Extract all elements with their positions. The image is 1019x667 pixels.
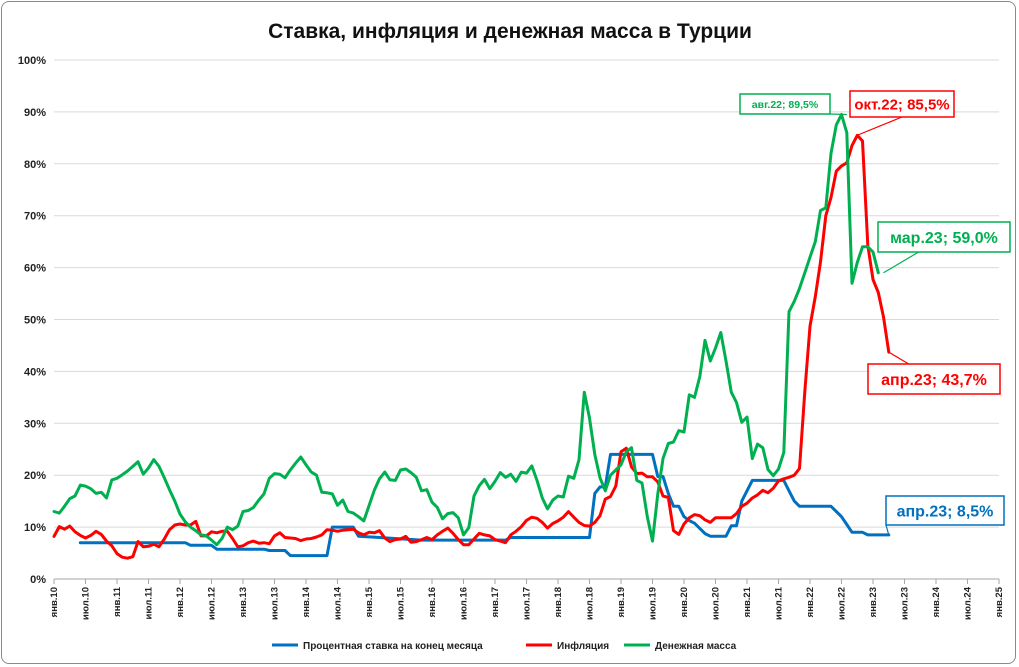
series-lines	[52, 113, 891, 560]
y-tick-label: 10%	[24, 522, 46, 534]
legend: Процентная ставка на конец месяца Инфляци…	[272, 640, 737, 652]
x-tick-label: янв.19	[616, 587, 627, 617]
x-tick-label: янв.18	[553, 587, 564, 617]
x-tick-label: янв.16	[427, 587, 438, 617]
x-tick-label: июл.17	[522, 587, 533, 620]
x-tick-label: янв.17	[490, 587, 501, 617]
x-tick-label: июл.16	[459, 587, 470, 620]
x-tick-label: янв.12	[175, 587, 186, 617]
y-tick-label: 80%	[24, 159, 46, 171]
x-tick-label: янв.15	[364, 586, 375, 617]
callout-box	[739, 93, 831, 115]
x-tick-label: июл.24	[963, 586, 974, 620]
y-tick-label: 70%	[24, 211, 46, 223]
x-tick-label: янв.22	[805, 587, 816, 617]
x-tick-label: янв.24	[931, 586, 942, 617]
y-tick-label: 20%	[24, 470, 46, 482]
x-tick-label: июл.23	[900, 587, 911, 620]
legend-label: Денежная масса	[655, 641, 737, 652]
x-tick-label: янв.13	[238, 587, 249, 617]
x-tick-label: июл.22	[837, 587, 848, 620]
y-tick-label: 30%	[24, 418, 46, 430]
chart-title: Ставка, инфляция и денежная масса в Турц…	[268, 20, 752, 43]
x-axis-ticks: янв.10 июл.10 янв.11 июл.11 янв.12 июл.12 янв.…	[49, 586, 1005, 620]
legend-label: Инфляция	[557, 640, 609, 652]
gridlines	[53, 59, 1000, 584]
x-tick-label: июл.18	[585, 587, 596, 620]
callout-box	[867, 363, 1001, 395]
callout-leader	[885, 524, 890, 536]
series-line-3	[52, 113, 880, 547]
callout-leader	[857, 116, 903, 136]
x-tick-label: июл.13	[270, 587, 281, 620]
x-tick-label: июл.11	[144, 586, 155, 619]
x-tick-label: июл.15	[396, 586, 407, 620]
x-tick-label: янв.20	[679, 587, 690, 617]
x-tick-label: июл.19	[648, 587, 659, 620]
x-tick-label: июл.10	[81, 587, 92, 620]
callout-label: авг.22; 89,5%	[752, 99, 819, 111]
y-tick-label: 90%	[24, 107, 46, 119]
legend-label: Процентная ставка на конец месяца	[303, 641, 483, 652]
callout-label: мар.23; 59,0%	[890, 230, 998, 247]
y-tick-label: 40%	[24, 366, 46, 378]
x-tick-label: янв.23	[868, 587, 879, 617]
callout-box	[885, 495, 1005, 526]
y-tick-label: 100%	[18, 55, 46, 67]
x-tick-label: янв.14	[301, 586, 312, 617]
x-tick-label: янв.21	[742, 586, 753, 617]
x-tick-label: янв.10	[49, 587, 60, 617]
x-tick-label: июл.12	[207, 587, 218, 620]
x-tick-label: янв.11	[112, 586, 123, 617]
y-tick-label: 50%	[24, 315, 46, 327]
x-tick-label: июл.14	[333, 586, 344, 620]
y-tick-label: 60%	[24, 263, 46, 275]
callouts: авг.22; 89,5% окт.22; 85,5% мар.23; 59,0% а…	[739, 90, 1011, 536]
x-tick-label: июл.21	[774, 586, 785, 620]
callout-box	[877, 221, 1011, 253]
x-tick-label: июл.20	[711, 587, 722, 620]
series-line-1	[78, 452, 891, 558]
callout-label: апр.23; 43,7%	[881, 372, 987, 389]
series-line-2	[52, 133, 891, 560]
callout-label: апр.23; 8,5%	[897, 503, 994, 520]
x-tick-label: янв.25	[994, 586, 1005, 617]
y-axis-ticks: 0% 10% 20% 30% 40% 50% 60% 70% 80% 90% 100%	[18, 55, 46, 586]
callout-label: окт.22; 85,5%	[854, 96, 949, 113]
callout-box	[849, 90, 955, 118]
y-tick-label: 0%	[30, 574, 46, 586]
